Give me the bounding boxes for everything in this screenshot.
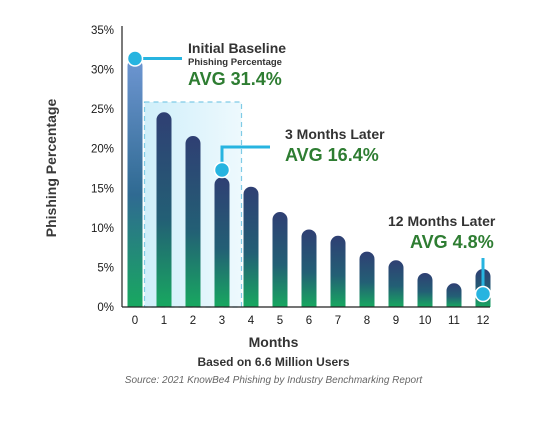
y-axis-label: Phishing Percentage (43, 99, 59, 238)
bar-month-2 (185, 136, 201, 307)
x-tick-label: 3 (219, 315, 225, 327)
annotation-marker (474, 285, 492, 303)
bar-month-4 (243, 186, 259, 307)
bar-month-9 (388, 260, 404, 307)
x-tick-label: 0 (132, 315, 138, 327)
y-tick-label: 10% (91, 223, 114, 235)
y-tick-label: 25% (91, 104, 114, 116)
y-tick-label: 15% (91, 183, 114, 195)
y-tick-label: 35% (91, 25, 114, 37)
x-tick-label: 6 (306, 315, 312, 327)
x-tick-label: 9 (393, 315, 399, 327)
bar-month-3 (214, 177, 230, 307)
bar-month-11 (446, 283, 462, 307)
bar-month-8 (359, 251, 375, 307)
x-tick-label: 5 (277, 315, 283, 327)
bar-month-0 (127, 58, 143, 308)
annotation-marker (126, 50, 144, 67)
x-tick-label: 1 (161, 315, 167, 327)
annotation-title: Initial Baseline (188, 40, 286, 56)
x-tick-label: 12 (477, 315, 490, 327)
highlight-dashed-border (143, 101, 243, 308)
chart-source: Source: 2021 KnowBe4 Phishing by Industr… (124, 375, 423, 386)
x-tick-label: 2 (190, 315, 196, 327)
bar-month-7 (330, 235, 346, 307)
y-tick-label: 0% (97, 302, 114, 314)
annotation-title: 12 Months Later (388, 213, 496, 229)
annotation-average: AVG 31.4% (188, 69, 282, 89)
bar-month-6 (301, 229, 317, 307)
y-tick-label: 5% (97, 262, 114, 274)
bar-month-5 (272, 212, 288, 307)
x-tick-label: 11 (448, 315, 460, 327)
annotation-subtitle: Phishing Percentage (188, 57, 282, 68)
chart-subtitle: Based on 6.6 Million Users (197, 355, 350, 369)
bar-chart: 0%5%10%15%20%25%30%35% 0 1 2 3 4 5 6 7 8 9 10 11 12 … (43, 25, 496, 327)
x-tick-label: 4 (248, 315, 255, 327)
annotation-title: 3 Months Later (285, 126, 385, 142)
bar-month-1 (156, 112, 172, 307)
x-tick-label: 8 (364, 315, 370, 327)
annotation-average: AVG 16.4% (285, 145, 379, 165)
x-tick-label: 7 (335, 315, 341, 327)
y-tick-label: 20% (91, 144, 114, 156)
annotation-marker (213, 161, 231, 179)
bar-month-10 (417, 272, 433, 307)
x-axis-label: Months (248, 334, 299, 350)
x-tick-label: 10 (419, 315, 432, 327)
y-tick-label: 30% (91, 65, 114, 77)
annotation-average: AVG 4.8% (410, 232, 494, 252)
